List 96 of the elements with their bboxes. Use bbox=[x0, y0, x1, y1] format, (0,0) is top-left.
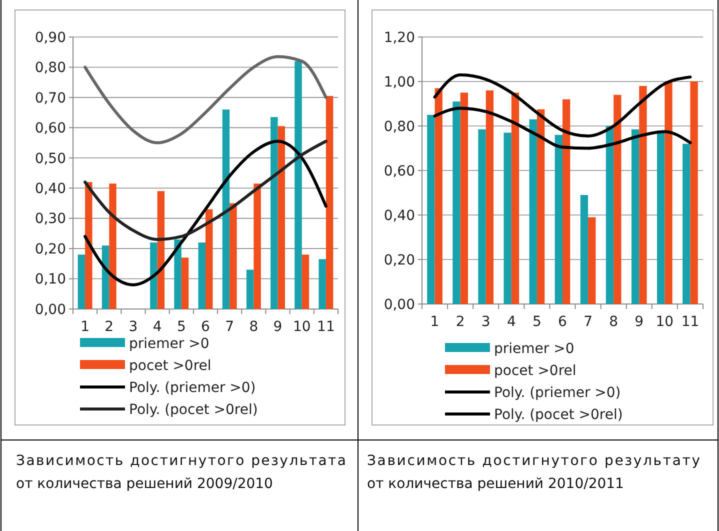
x-tick-label: 11 bbox=[681, 314, 700, 330]
y-tick-label: 0,20 bbox=[384, 252, 415, 268]
x-tick-label: 5 bbox=[532, 314, 542, 330]
y-tick-label: 0,90 bbox=[34, 30, 66, 46]
bar bbox=[206, 209, 213, 309]
bar bbox=[580, 194, 588, 304]
bar bbox=[109, 184, 116, 309]
legend-label: Poly. (priemer >0) bbox=[129, 380, 256, 396]
bar bbox=[157, 191, 165, 309]
legend-label: priemer >0 bbox=[494, 340, 574, 357]
line-series bbox=[84, 140, 328, 286]
y-tick-label: 0,20 bbox=[34, 241, 66, 258]
bar bbox=[588, 217, 596, 304]
y-tick-label: 0,00 bbox=[384, 296, 415, 313]
y-tick-label: 0,10 bbox=[34, 272, 66, 288]
legend-label: Poly. (pocet >0rel) bbox=[494, 406, 623, 423]
bar bbox=[198, 242, 206, 309]
y-tick-label: 1,20 bbox=[384, 30, 415, 46]
legend-label: pocet >0rel bbox=[129, 358, 212, 374]
legend-label: pocet >0rel bbox=[494, 362, 576, 379]
x-tick-label: 2 bbox=[104, 319, 114, 335]
bar bbox=[174, 239, 182, 309]
bar bbox=[230, 203, 237, 309]
y-tick-label: 0,30 bbox=[34, 211, 66, 228]
y-tick-label: 0,40 bbox=[384, 208, 415, 224]
x-tick-label: 8 bbox=[609, 314, 618, 330]
legend-label: Poly. (pocet >0rel) bbox=[129, 402, 258, 418]
y-tick-label: 0,50 bbox=[34, 150, 66, 167]
bar bbox=[460, 92, 468, 304]
x-tick-label: 8 bbox=[249, 319, 258, 335]
x-tick-label: 10 bbox=[292, 319, 311, 335]
bar bbox=[511, 92, 520, 304]
bar bbox=[639, 86, 647, 304]
bar bbox=[222, 110, 230, 309]
bar bbox=[254, 184, 261, 309]
bar bbox=[529, 119, 537, 304]
line-series bbox=[84, 55, 328, 144]
bar bbox=[102, 246, 110, 309]
x-tick-label: 4 bbox=[152, 319, 162, 335]
y-tick-label: 0,80 bbox=[384, 118, 415, 135]
x-tick-label: 11 bbox=[317, 319, 335, 335]
bar bbox=[452, 102, 460, 304]
x-tick-label: 6 bbox=[201, 319, 210, 335]
bar bbox=[614, 94, 622, 304]
bar bbox=[536, 109, 545, 304]
bar bbox=[631, 129, 640, 304]
x-tick-label: 6 bbox=[558, 314, 568, 330]
line-series bbox=[433, 106, 692, 150]
bar bbox=[150, 242, 158, 309]
bar bbox=[294, 61, 302, 309]
x-tick-label: 1 bbox=[430, 314, 440, 330]
line-series bbox=[84, 140, 328, 241]
bar bbox=[326, 96, 334, 309]
bar bbox=[427, 114, 435, 304]
bar bbox=[270, 117, 278, 309]
x-tick-label: 7 bbox=[584, 314, 593, 330]
bar bbox=[78, 254, 86, 309]
bar bbox=[606, 126, 614, 304]
bar bbox=[181, 258, 189, 309]
y-tick-label: 0,00 bbox=[34, 302, 66, 318]
bar bbox=[302, 254, 310, 309]
bar bbox=[318, 259, 326, 309]
bar bbox=[690, 82, 698, 304]
bar bbox=[664, 82, 672, 304]
y-tick-label: 0,60 bbox=[34, 120, 66, 137]
text: Зависимость достигнутого результату от количества решений 2010/2011 bbox=[367, 453, 700, 492]
x-tick-label: 3 bbox=[128, 319, 138, 335]
y-tick-label: 0,80 bbox=[34, 60, 66, 76]
bar bbox=[246, 270, 254, 309]
bar bbox=[554, 134, 562, 304]
y-tick-label: 0,70 bbox=[34, 90, 66, 106]
line-series bbox=[433, 73, 692, 138]
x-tick-label: 10 bbox=[656, 314, 674, 330]
x-tick-label: 9 bbox=[273, 319, 282, 335]
bar bbox=[682, 144, 690, 304]
x-tick-label: 4 bbox=[506, 314, 516, 330]
bar bbox=[504, 132, 512, 304]
x-tick-label: 2 bbox=[456, 314, 465, 330]
x-tick-label: 7 bbox=[225, 319, 234, 335]
bar bbox=[478, 129, 486, 304]
bar bbox=[562, 99, 570, 304]
bar bbox=[85, 182, 92, 309]
y-tick-label: 0,60 bbox=[384, 163, 415, 180]
bar bbox=[486, 90, 494, 304]
x-tick-label: 3 bbox=[481, 314, 490, 330]
y-tick-label: 0,40 bbox=[34, 181, 66, 198]
legend-label: priemer >0 bbox=[129, 336, 210, 352]
y-tick-label: 1,00 bbox=[384, 74, 415, 90]
x-tick-label: 9 bbox=[634, 314, 644, 330]
x-tick-label: 5 bbox=[176, 319, 186, 335]
text: Зависимость достигнутого результата от количества решений 2009/2010 bbox=[16, 453, 346, 492]
bar bbox=[657, 130, 665, 304]
x-tick-label: 1 bbox=[80, 319, 90, 335]
bar bbox=[434, 88, 442, 304]
legend-label: Poly. (priemer >0) bbox=[494, 384, 621, 401]
bar bbox=[278, 126, 285, 309]
